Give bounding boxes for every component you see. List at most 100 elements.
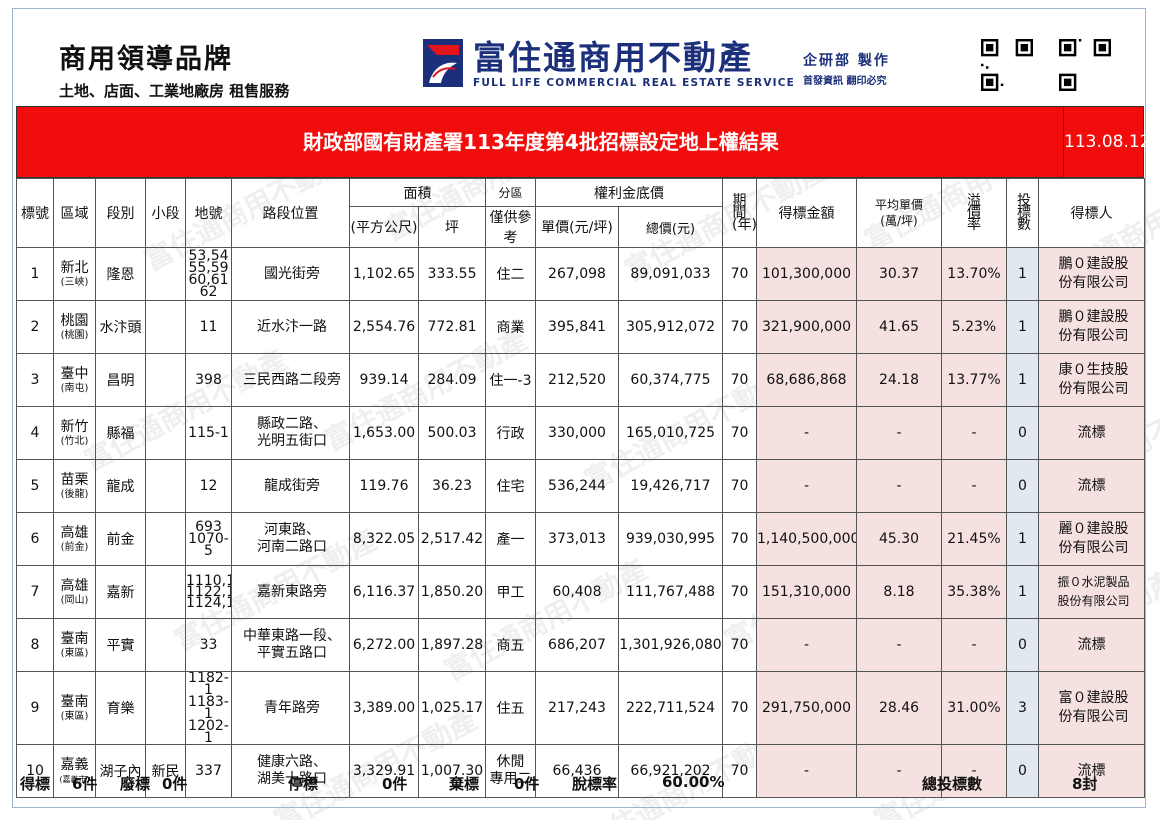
- row-city: 臺南: [60, 630, 89, 647]
- row-winning-amount: 1,140,500,000: [756, 512, 857, 566]
- row-road: 國光街旁: [231, 247, 350, 301]
- department-note: 首發資訊 翻印必究: [803, 76, 887, 87]
- row-city: 高雄: [60, 577, 89, 594]
- row-period: 70: [722, 565, 757, 619]
- qr-code-icon: [981, 39, 1033, 91]
- row-winner: 振０水泥製品 股份有限公司: [1038, 565, 1145, 619]
- col-area-ping: 坪: [418, 206, 486, 248]
- row-unit-price: 395,841: [535, 300, 619, 354]
- row-winning-amount: 68,686,868: [756, 353, 857, 407]
- row-lot: 12: [185, 459, 232, 513]
- row-no: 7: [16, 565, 54, 619]
- row-section: 縣福: [95, 406, 146, 460]
- col-lot: 地號: [185, 178, 232, 248]
- row-subsection: [145, 406, 186, 460]
- row-area-ping: 772.81: [418, 300, 486, 354]
- row-district: (三峽): [60, 276, 89, 288]
- row-winner: 流標: [1038, 744, 1145, 798]
- row-winner: 流標: [1038, 406, 1145, 460]
- row-total-price: 66,921,202: [618, 744, 723, 798]
- row-period: 70: [722, 671, 757, 745]
- row-unit-price: 536,244: [535, 459, 619, 513]
- table-row: 5 苗栗 (後龍) 龍成 12 龍成街旁 119.76 36.23 住宅 536,244 19,42…: [16, 459, 1145, 513]
- row-region: 苗栗 (後龍): [53, 459, 96, 513]
- table-row: 4 新竹 (竹北) 縣福 115-1 縣政二路、 光明五街口 1,653.00 500.03 行…: [16, 406, 1145, 460]
- row-no: 3: [16, 353, 54, 407]
- row-no: 6: [16, 512, 54, 566]
- row-area-sqm: 1,102.65: [349, 247, 419, 301]
- row-bids: 1: [1006, 353, 1039, 407]
- row-avg-unit: 41.65: [856, 300, 942, 354]
- row-road: 龍成街旁: [231, 459, 350, 513]
- row-section: 平實: [95, 618, 146, 672]
- col-subsection: 小段: [145, 178, 186, 248]
- row-winner: 流標: [1038, 618, 1145, 672]
- row-premium: 35.38%: [941, 565, 1007, 619]
- row-premium: 13.77%: [941, 353, 1007, 407]
- total-bids-value: 8封: [1072, 775, 1098, 793]
- row-total-price: 165,010,725: [618, 406, 723, 460]
- row-section: 龍成: [95, 459, 146, 513]
- row-area-sqm: 6,272.00: [349, 618, 419, 672]
- row-lot: 115-1: [185, 406, 232, 460]
- row-unit-price: 66,436: [535, 744, 619, 798]
- row-zone: 住五: [485, 671, 536, 745]
- row-subsection: [145, 565, 186, 619]
- row-winning-amount: -: [756, 618, 857, 672]
- brand-left: 商用領導品牌 土地、店面、工業地廠房 租售服務: [59, 37, 289, 101]
- row-period: 70: [722, 247, 757, 301]
- row-district: (東區): [60, 710, 89, 722]
- row-area-sqm: 2,554.76: [349, 300, 419, 354]
- stopped-label: 停標: [288, 775, 319, 793]
- row-zone: 甲工: [485, 565, 536, 619]
- row-winner: 富０建設股 份有限公司: [1038, 671, 1145, 745]
- total-bids-label: 總投標數: [922, 775, 983, 793]
- row-avg-unit: 45.30: [856, 512, 942, 566]
- row-lot: 1110,1121, 1122,1123, 1124,1125: [185, 565, 232, 619]
- qr-code-icon: [1059, 39, 1111, 91]
- row-bids: 1: [1006, 247, 1039, 301]
- row-total-price: 89,091,033: [618, 247, 723, 301]
- row-period: 70: [722, 459, 757, 513]
- row-area-ping: 36.23: [418, 459, 486, 513]
- row-bids: 0: [1006, 459, 1039, 513]
- row-avg-unit: 30.37: [856, 247, 942, 301]
- row-city: 臺南: [60, 693, 89, 710]
- row-unit-price: 217,243: [535, 671, 619, 745]
- row-city: 臺中: [60, 365, 89, 382]
- row-area-ping: 1,007.30: [418, 744, 486, 798]
- row-avg-unit: 28.46: [856, 671, 942, 745]
- row-bids: 1: [1006, 512, 1039, 566]
- row-lot: 33: [185, 618, 232, 672]
- row-period: 70: [722, 618, 757, 672]
- row-winning-amount: -: [756, 406, 857, 460]
- row-subsection: 新民: [145, 744, 186, 798]
- col-winning-amount: 得標金額: [756, 178, 857, 248]
- company-name-cn: 富住通商用不動產: [473, 38, 753, 77]
- row-total-price: 222,711,524: [618, 671, 723, 745]
- row-road: 嘉新東路旁: [231, 565, 350, 619]
- row-region: 臺中 (南屯): [53, 353, 96, 407]
- row-avg-unit: -: [856, 618, 942, 672]
- row-bids: 0: [1006, 406, 1039, 460]
- row-total-price: 19,426,717: [618, 459, 723, 513]
- void-count: 0件: [162, 775, 188, 793]
- row-region: 臺南 (東區): [53, 671, 96, 745]
- row-region: 臺南 (東區): [53, 618, 96, 672]
- col-no: 標號: [16, 178, 54, 248]
- brand-subtitle: 土地、店面、工業地廠房 租售服務: [59, 82, 290, 100]
- won-count: 6件: [72, 775, 98, 793]
- row-premium: -: [941, 406, 1007, 460]
- row-total-price: 305,912,072: [618, 300, 723, 354]
- col-winner: 得標人: [1038, 178, 1145, 248]
- row-area-ping: 2,517.42: [418, 512, 486, 566]
- page-frame: 富住通商用不動產 富住通商用不動產 富住通商用不動產 富住通商用不動產 富住通商用不動產…: [12, 8, 1160, 820]
- row-period: 70: [722, 512, 757, 566]
- row-zone: 休閒 專用二: [485, 744, 536, 798]
- row-road: 青年路旁: [231, 671, 350, 745]
- row-area-sqm: 3,329.91: [349, 744, 419, 798]
- title-bar: 財政部國有財產署113年度第4批招標設定地上權結果 113.08.12: [16, 106, 1151, 178]
- row-zone: 住二: [485, 247, 536, 301]
- row-premium: 5.23%: [941, 300, 1007, 354]
